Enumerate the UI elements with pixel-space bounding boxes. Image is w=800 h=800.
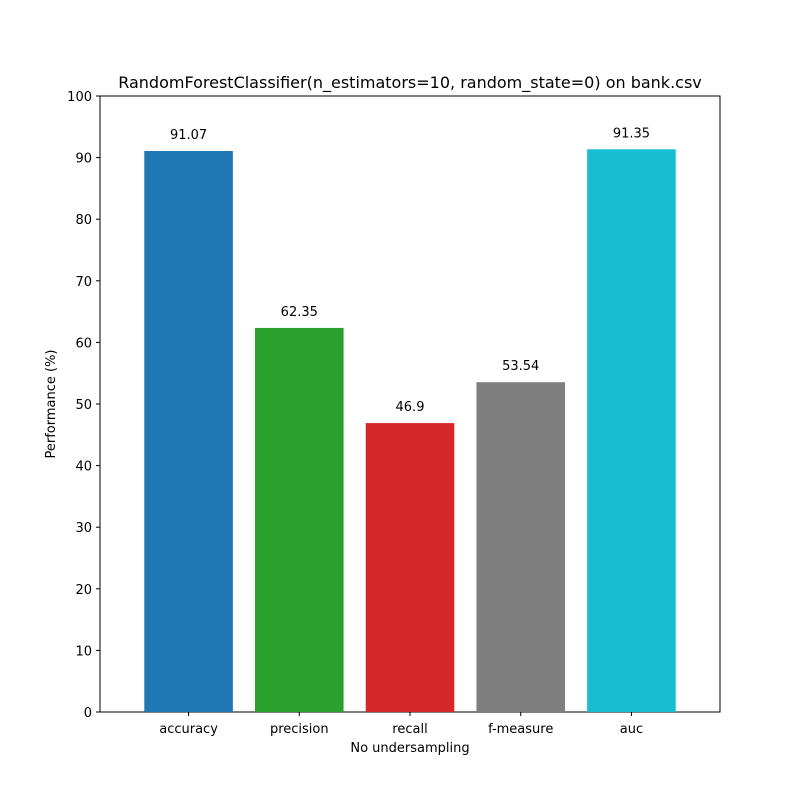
y-tick-label: 30 [75, 521, 92, 536]
x-tick-label: accuracy [159, 722, 218, 737]
x-axis-label: No undersampling [350, 741, 469, 756]
chart-title: RandomForestClassifier(n_estimators=10, … [118, 73, 702, 93]
data-label-auc: 91.35 [613, 126, 650, 141]
y-tick-label: 80 [75, 213, 92, 228]
bar-auc [587, 149, 676, 712]
y-tick-label: 70 [75, 275, 92, 290]
x-axis: accuracy precision recall f-measure auc [159, 712, 643, 737]
data-label-f-measure: 53.54 [502, 359, 539, 374]
y-tick-label: 90 [75, 152, 92, 167]
bar-precision [255, 327, 344, 712]
x-tick-label: precision [270, 722, 329, 737]
y-tick-label: 50 [75, 398, 92, 413]
data-label-accuracy: 91.07 [170, 128, 207, 143]
y-tick-label: 10 [75, 644, 92, 659]
y-tick-label: 100 [67, 90, 92, 105]
data-label-recall: 46.9 [396, 400, 425, 415]
y-tick-label: 60 [75, 336, 92, 351]
x-tick-label: recall [392, 722, 427, 737]
data-label-precision: 62.35 [281, 305, 318, 320]
bar-accuracy [144, 151, 233, 713]
data-labels-layer: 91.07 62.35 46.9 53.54 91.35 [170, 126, 650, 415]
bar-recall [365, 423, 455, 712]
y-tick-label: 40 [75, 460, 92, 475]
y-axis-label: Performance (%) [44, 349, 59, 458]
bar-f-measure [476, 382, 565, 712]
x-tick-label: auc [620, 722, 643, 737]
bars-layer [144, 149, 676, 713]
x-tick-label: f-measure [488, 722, 553, 737]
y-tick-label: 0 [84, 706, 92, 721]
y-tick-label: 20 [75, 583, 92, 598]
y-axis: 0 10 20 30 40 50 60 70 80 90 100 [67, 90, 100, 721]
